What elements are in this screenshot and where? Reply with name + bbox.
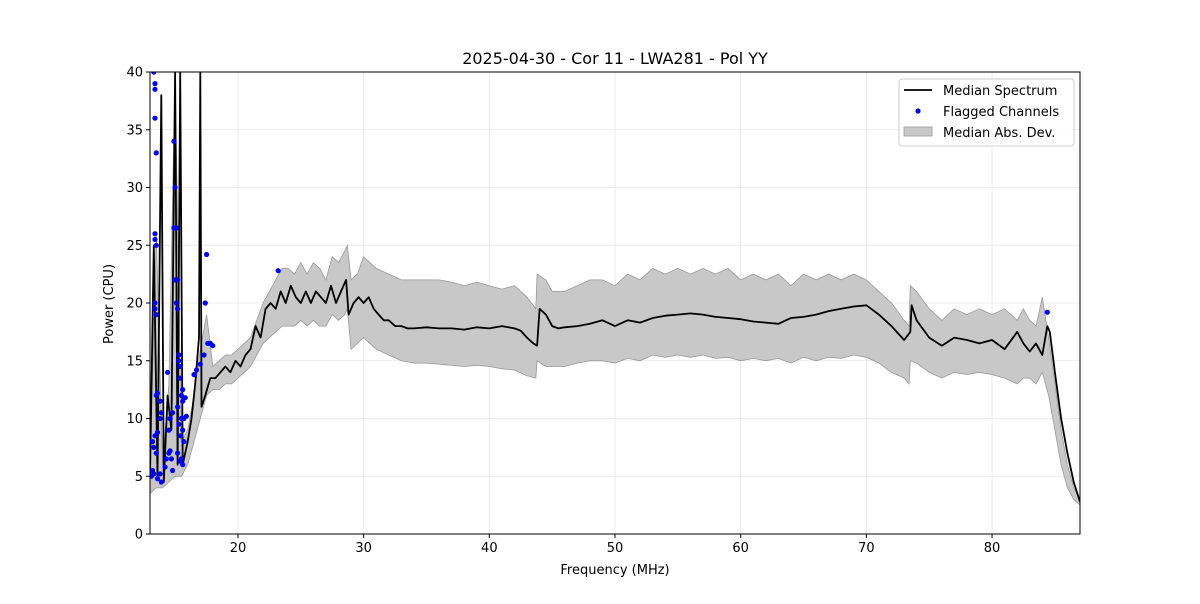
flagged-channel-point	[197, 361, 203, 367]
x-tick-label: 60	[732, 541, 749, 556]
legend-point-swatch	[915, 108, 921, 114]
flagged-channel-point	[152, 300, 158, 306]
flagged-channel-point	[191, 372, 197, 378]
flagged-channel-point	[157, 415, 163, 422]
flagged-channel-point	[152, 86, 158, 92]
legend-band-swatch	[903, 126, 933, 137]
flagged-channel-point	[1044, 309, 1050, 315]
flagged-channel-point	[204, 251, 210, 258]
flagged-channel-point	[180, 387, 186, 393]
flagged-channel-point	[166, 427, 172, 433]
flagged-channel-point	[162, 464, 168, 470]
y-tick-label: 15	[126, 354, 143, 369]
flagged-channel-point	[177, 363, 183, 370]
flagged-channel-point	[154, 390, 161, 396]
flagged-channel-point	[151, 471, 157, 477]
flagged-channel-point	[158, 479, 164, 485]
x-tick-label: 50	[607, 541, 624, 556]
legend-box	[898, 78, 1075, 147]
x-axis-label: Frequency (MHz)	[560, 563, 669, 578]
legend: Median Spectrum Flagged Channels Median Ab…	[898, 78, 1075, 147]
flagged-channel-point	[210, 343, 216, 349]
flagged-channel-point	[175, 277, 181, 283]
flagged-channel-point	[175, 450, 181, 456]
flagged-channel-point	[176, 421, 182, 427]
x-tick-label: 20	[230, 541, 247, 556]
axes: 20 30 40 50 60 70 80 0 5 10 15 20 25 30 35 40	[126, 66, 1081, 556]
flagged-channel-point	[152, 81, 158, 87]
flagged-channel-point	[153, 450, 159, 456]
flagged-channel-point	[170, 410, 176, 416]
flagged-channel-point	[153, 150, 159, 156]
flagged-channel-point	[176, 352, 182, 358]
flagged-channel-point	[165, 369, 171, 375]
flagged-channel-point	[201, 352, 207, 358]
flagged-channel-point	[157, 398, 163, 404]
flagged-channel-point	[182, 395, 188, 401]
flagged-channel-point	[157, 471, 163, 477]
flagged-channel-point	[275, 268, 281, 274]
flagged-channel-point	[151, 444, 157, 450]
y-tick-label: 20	[126, 297, 143, 312]
chart-title: 2025-04-30 - Cor 11 - LWA281 - Pol YY	[462, 49, 768, 68]
flagged-channel-point	[163, 456, 169, 462]
plot-series	[150, 72, 1080, 506]
flagged-channel-point	[180, 427, 186, 433]
flagged-channel-point	[152, 236, 158, 243]
flagged-channel-point	[202, 300, 208, 306]
y-tick-label: 10	[126, 412, 143, 427]
flagged-channel-point	[152, 306, 158, 312]
flagged-channel-point	[183, 413, 189, 419]
flagged-channel-point	[177, 458, 183, 464]
flagged-channel-point	[177, 433, 183, 439]
legend-label-median: Median Spectrum	[943, 84, 1057, 99]
flagged-channel-point	[153, 242, 159, 248]
y-tick-label: 5	[135, 470, 143, 485]
y-tick-label: 40	[126, 66, 143, 81]
plot-area	[150, 72, 1080, 506]
flagged-channel-point	[151, 72, 157, 75]
legend-label-mad: Median Abs. Dev.	[943, 126, 1055, 141]
flagged-channel-point	[181, 439, 187, 445]
x-tick-label: 30	[355, 541, 372, 556]
flagged-channel-point	[153, 312, 159, 318]
flagged-channel-point	[173, 300, 179, 306]
flagged-channel-point	[172, 184, 178, 191]
median-spectrum-line	[150, 72, 1080, 502]
flagged-channel-point	[150, 439, 156, 445]
y-tick-label: 0	[135, 528, 143, 543]
legend-label-flagged: Flagged Channels	[943, 105, 1059, 120]
y-axis-label: Power (CPU)	[102, 264, 117, 344]
flagged-channel-point	[158, 410, 164, 416]
flagged-channel-point	[175, 306, 181, 312]
flagged-channel-point	[175, 404, 181, 410]
x-tick-label: 70	[858, 541, 875, 556]
y-tick-label: 35	[126, 123, 143, 138]
x-tick-label: 40	[481, 541, 498, 556]
mad-band	[150, 72, 1080, 506]
flagged-channel-point	[154, 476, 161, 482]
flagged-channel-point	[177, 375, 183, 381]
x-tick-label: 80	[984, 541, 1001, 556]
flagged-channel-point	[152, 115, 158, 121]
flagged-channel-point	[171, 138, 177, 144]
flagged-channel-point	[176, 358, 182, 364]
flagged-channel-point	[170, 467, 176, 474]
flagged-channel-point	[171, 225, 177, 231]
flagged-channel-point	[167, 415, 173, 422]
flagged-channel-point	[152, 231, 158, 237]
flagged-channel-point	[193, 367, 200, 373]
flagged-channel-point	[168, 456, 174, 462]
flagged-channel-point	[167, 448, 173, 454]
flagged-channel-point	[154, 429, 161, 435]
y-tick-label: 30	[126, 181, 143, 196]
flagged-channel-point	[178, 392, 184, 398]
y-tick-label: 25	[126, 239, 143, 254]
